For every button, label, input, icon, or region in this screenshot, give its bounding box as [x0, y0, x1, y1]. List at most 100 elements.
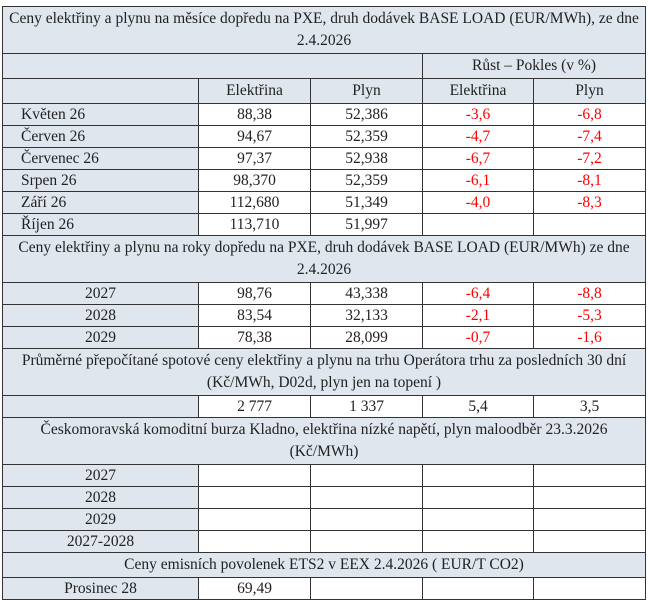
column-header: Plyn	[532, 78, 647, 104]
gas-change: -1,6	[532, 326, 647, 349]
electricity-value	[198, 508, 311, 531]
gas-value: 51,349	[310, 191, 423, 214]
electricity-change: -0,7	[422, 326, 534, 349]
energy-prices-table: Ceny elektřiny a plynu na měsíce dopředu…	[1, 6, 647, 600]
row-label: Červenec 26	[2, 147, 199, 170]
electricity-value	[198, 464, 311, 487]
gas-change: -8,3	[532, 191, 647, 214]
row-label: 2027	[2, 282, 199, 305]
section-title-row: Ceny elektřiny a plynu na roky dopředu n…	[1, 235, 647, 283]
gas-value: 52,359	[310, 125, 423, 148]
section-title: Ceny emisních povolenek ETS2 v EEX 2.4.2…	[1, 552, 647, 578]
electricity-value: 94,67	[198, 125, 311, 148]
electricity-change: -6,4	[422, 282, 534, 305]
gas-value: 52,386	[310, 103, 423, 126]
electricity-value: 2 777	[198, 395, 311, 418]
electricity-value	[198, 530, 311, 553]
section-title-row: Ceny emisních povolenek ETS2 v EEX 2.4.2…	[1, 552, 647, 578]
gas-value: 52,359	[310, 169, 423, 192]
gas-change: -7,4	[532, 125, 647, 148]
row-label: Srpen 26	[2, 169, 199, 192]
gas-change: -8,1	[532, 169, 647, 192]
electricity-change	[422, 530, 534, 553]
table-row: 2029 78,38 28,099 -0,7 -1,6	[2, 326, 647, 349]
table-row: 2028 83,54 32,133 -2,1 -5,3	[2, 304, 647, 327]
gas-change: -6,8	[532, 103, 647, 126]
electricity-value: 98,76	[198, 282, 311, 305]
section-title: Průměrné přepočítané spotové ceny elektř…	[1, 348, 647, 396]
column-header: Elektřina	[422, 78, 534, 104]
column-header-row: Elektřina Plyn Elektřina Plyn	[2, 78, 647, 104]
gas-change: -8,8	[532, 282, 647, 305]
gas-change	[532, 530, 647, 553]
table-row: Červen 26 94,67 52,359 -4,7 -7,4	[2, 125, 647, 148]
gas-change: -7,2	[532, 147, 647, 170]
gas-value	[310, 486, 423, 509]
section-title: Ceny elektřiny a plynu na roky dopředu n…	[1, 235, 647, 283]
table-row: 2029	[2, 508, 647, 531]
electricity-change: -2,1	[422, 304, 534, 327]
section-title-row: Českomoravská komoditní burza Kladno, el…	[1, 417, 647, 465]
row-label: 2028	[2, 304, 199, 327]
gas-change: -5,3	[532, 304, 647, 327]
gas-value	[310, 508, 423, 531]
section-title-row: Průměrné přepočítané spotové ceny elektř…	[1, 348, 647, 396]
electricity-value: 98,370	[198, 169, 311, 192]
electricity-value: 83,54	[198, 304, 311, 327]
electricity-change: -4,0	[422, 191, 534, 214]
electricity-value: 113,710	[198, 213, 311, 236]
table-row: 2027	[2, 464, 647, 487]
gas-value: 52,938	[310, 147, 423, 170]
electricity-change	[422, 486, 534, 509]
electricity-value: 97,37	[198, 147, 311, 170]
row-label: Září 26	[2, 191, 199, 214]
electricity-change	[422, 508, 534, 531]
electricity-change: -6,7	[422, 147, 534, 170]
row-label: 2027	[2, 464, 199, 487]
table-row: Květen 26 88,38 52,386 -3,6 -6,8	[2, 103, 647, 126]
section-title: Ceny elektřiny a plynu na měsíce dopředu…	[1, 6, 647, 54]
gas-change	[532, 486, 647, 509]
table-row: 2 777 1 337 5,4 3,5	[2, 395, 647, 418]
gas-value	[310, 530, 423, 553]
section-title-row: Ceny elektřiny a plynu na měsíce dopředu…	[1, 6, 647, 54]
column-header: Plyn	[310, 78, 423, 104]
row-label: Říjen 26	[2, 213, 199, 236]
row-label: Květen 26	[2, 103, 199, 126]
row-label: Prosinec 28	[2, 577, 199, 600]
row-label	[2, 395, 199, 418]
electricity-value	[198, 486, 311, 509]
gas-value	[310, 464, 423, 487]
electricity-change: -4,7	[422, 125, 534, 148]
row-label: 2028	[2, 486, 199, 509]
electricity-value: 69,49	[198, 577, 311, 600]
electricity-change	[422, 213, 534, 236]
table-row: 2028	[2, 486, 647, 509]
gas-change: 3,5	[532, 395, 647, 418]
blank-header	[2, 53, 423, 79]
row-label: 2029	[2, 508, 199, 531]
electricity-change	[422, 577, 534, 600]
electricity-value: 88,38	[198, 103, 311, 126]
column-header: Elektřina	[198, 78, 311, 104]
gas-change	[532, 577, 647, 600]
table-row: 2027-2028	[2, 530, 647, 553]
gas-change	[532, 464, 647, 487]
electricity-change	[422, 464, 534, 487]
gas-value	[310, 577, 423, 600]
table-row: 2027 98,76 43,338 -6,4 -8,8	[2, 282, 647, 305]
table-row: Prosinec 28 69,49	[2, 577, 647, 600]
section-title: Českomoravská komoditní burza Kladno, el…	[1, 417, 647, 465]
gas-value: 28,099	[310, 326, 423, 349]
electricity-value: 78,38	[198, 326, 311, 349]
table-row: Červenec 26 97,37 52,938 -6,7 -7,2	[2, 147, 647, 170]
row-label: 2029	[2, 326, 199, 349]
gas-value: 43,338	[310, 282, 423, 305]
blank-header	[2, 78, 199, 104]
gas-change	[532, 508, 647, 531]
change-header: Růst – Pokles (v %)	[421, 53, 647, 79]
electricity-value: 112,680	[198, 191, 311, 214]
table-row: Říjen 26 113,710 51,997	[2, 213, 647, 236]
gas-value: 51,997	[310, 213, 423, 236]
table-row: Srpen 26 98,370 52,359 -6,1 -8,1	[2, 169, 647, 192]
